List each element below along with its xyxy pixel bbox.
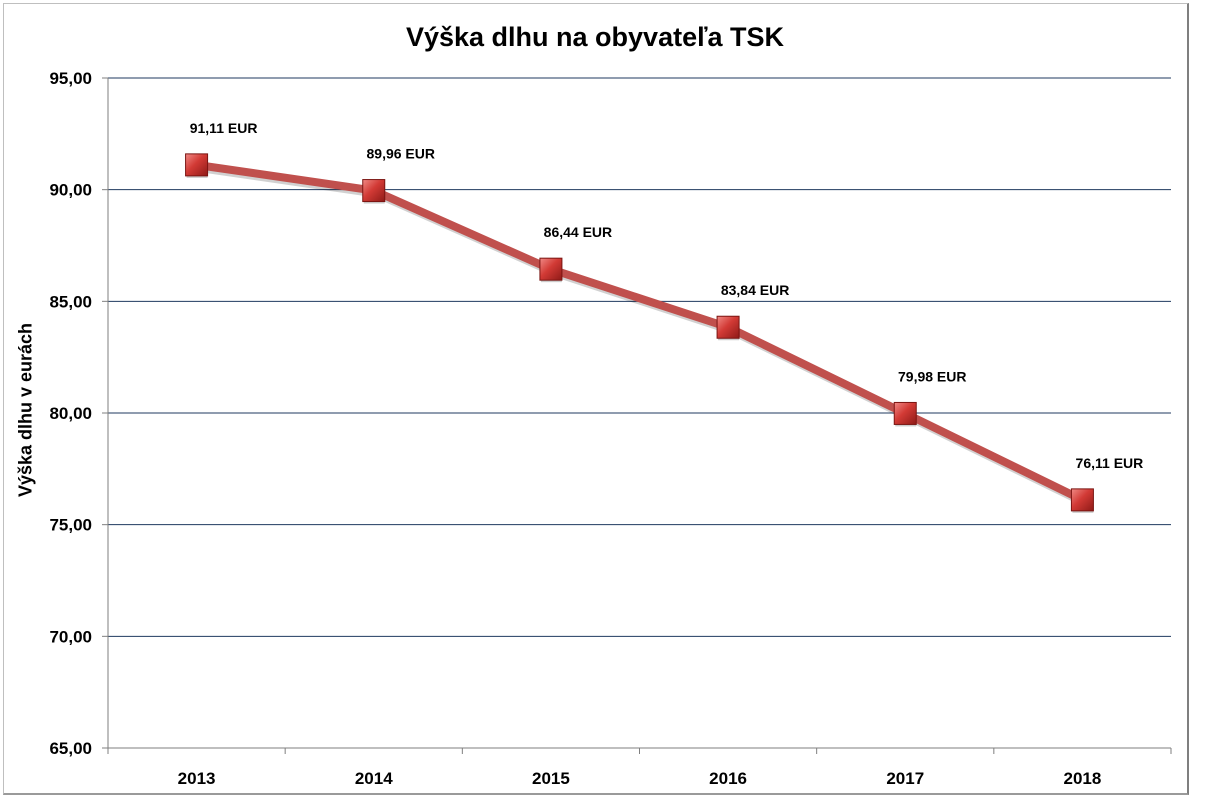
x-tick-label: 2015 [532,769,570,788]
series-line [192,160,1089,507]
x-tick-label: 2014 [355,769,393,788]
y-tick-label: 80,00 [49,404,92,423]
data-point [893,401,917,425]
x-tick-label: 2018 [1064,769,1102,788]
data-markers [185,153,1094,513]
data-label: 86,44 EUR [544,224,612,240]
y-tick-label: 70,00 [49,627,92,646]
series-line [192,160,1087,504]
y-tick-label: 85,00 [49,292,92,311]
y-tick-labels: 65,00 70,00 75,00 80,00 85,00 90,00 95,00 [49,69,92,758]
grid-lines [108,77,1171,637]
data-point [185,153,209,177]
x-tick-label: 2016 [709,769,747,788]
chart-frame [3,3,1189,795]
data-label: 91,11 EUR [190,120,258,136]
x-tick-labels: 2013 2014 2015 2016 2017 2018 [178,769,1102,788]
y-tick-label: 95,00 [49,69,92,88]
data-point [362,179,386,203]
data-point [539,257,563,281]
y-tick-label: 65,00 [49,739,92,758]
x-tick-label: 2017 [886,769,924,788]
data-labels: 91,11 EUR 89,96 EUR 86,44 EUR 83,84 EUR 79,9… [190,120,1144,471]
axes [102,77,1172,754]
series-line-shadow [194,163,1089,507]
data-label: 76,11 EUR [1076,455,1144,471]
data-label: 83,84 EUR [721,282,789,298]
data-label: 89,96 EUR [367,146,435,162]
data-point [1070,488,1094,512]
data-point [716,315,740,339]
y-tick-label: 75,00 [49,516,92,535]
chart-title: Výška dlhu na obyvateľa TSK [405,22,785,52]
data-label: 79,98 EUR [898,368,966,384]
y-tick-label: 90,00 [49,181,92,200]
x-tick-label: 2013 [178,769,216,788]
